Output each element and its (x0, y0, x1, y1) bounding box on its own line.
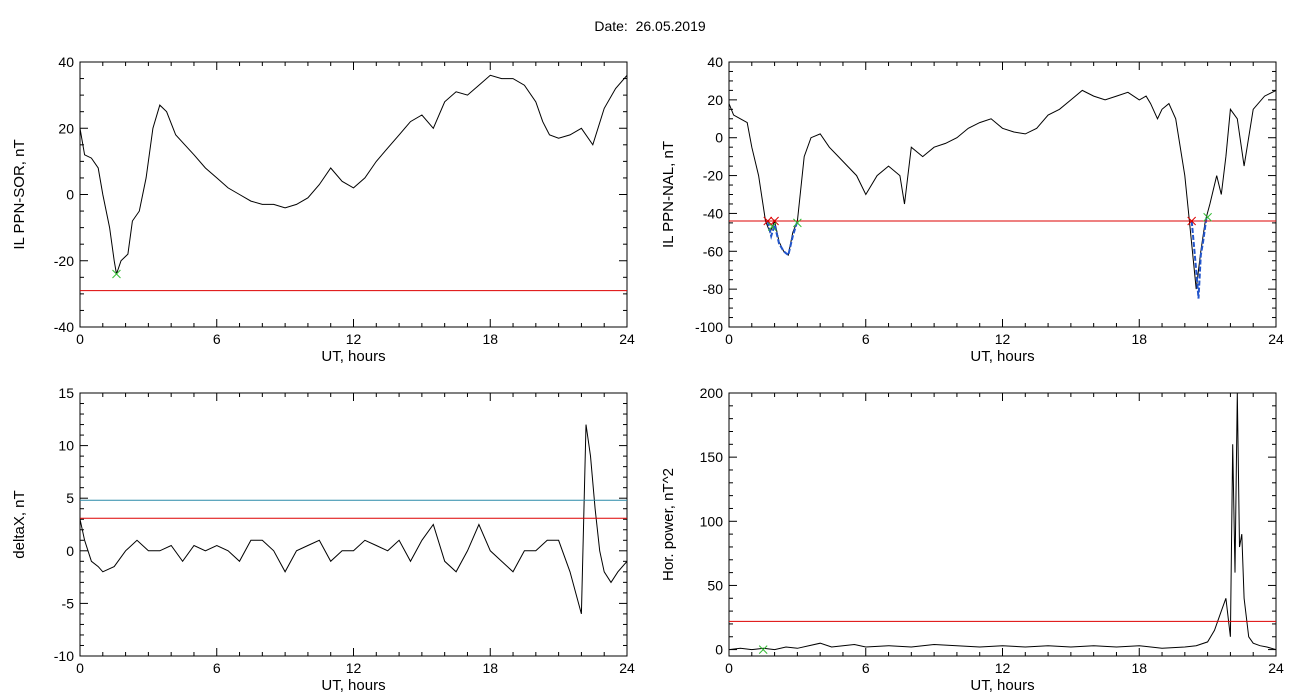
x-tick-label: 24 (1268, 331, 1284, 347)
cross-marker (758, 645, 768, 654)
plot-p4: 0 6 12 18 24 0 50 100 150 200 UT, hours Hor. power,… (660, 385, 1284, 694)
cross-marker (112, 269, 121, 279)
y-tick-label: 0 (66, 187, 74, 203)
x-tick-label: 12 (346, 331, 362, 347)
y-tick-label: 200 (700, 385, 724, 401)
y-tick-label: 100 (700, 513, 724, 529)
series-line (1190, 217, 1208, 299)
cross-marker (763, 216, 773, 226)
y-tick-label: 20 (707, 92, 723, 108)
plot-p1: 0 6 12 18 24 -40 -20 0 20 40 UT, hours IL PPN-SOR, … (11, 54, 635, 365)
y-tick-label: 0 (715, 642, 723, 658)
plot-p2: 0 6 12 18 24 -100 -80 -60 -40 -20 0 20 40 UT, hours IL… (660, 54, 1284, 365)
cross-marker (793, 218, 802, 228)
y-axis-label: Hor. power, nT^2 (660, 468, 677, 581)
y-tick-label: 10 (58, 438, 74, 454)
y-tick-label: -40 (54, 319, 74, 335)
y-tick-label: 40 (58, 54, 74, 70)
x-tick-label: 18 (1131, 331, 1147, 347)
x-axis-label: UT, hours (970, 348, 1034, 365)
x-tick-label: 12 (346, 660, 362, 676)
x-tick-label: 6 (862, 660, 870, 676)
date-label: Date: (594, 18, 628, 34)
x-tick-label: 6 (213, 331, 221, 347)
y-tick-label: -80 (703, 281, 723, 297)
y-tick-label: -40 (703, 205, 723, 221)
chart-date-title: Date: 26.05.2019 (0, 18, 1300, 34)
y-axis-label: deltaX, nT (11, 490, 28, 558)
x-axis-label: UT, hours (321, 677, 385, 694)
x-tick-label: 0 (725, 331, 733, 347)
plot-frame (79, 61, 628, 328)
x-tick-label: 6 (862, 331, 870, 347)
y-tick-label: 5 (66, 490, 74, 506)
series-line (729, 393, 1276, 651)
x-tick-label: 12 (995, 331, 1011, 347)
series-line (729, 89, 1276, 290)
series-line (766, 220, 799, 257)
y-tick-label: 0 (715, 130, 723, 146)
cross-marker (767, 222, 777, 232)
x-tick-label: 6 (213, 660, 221, 676)
y-tick-label: -100 (695, 319, 723, 335)
x-tick-label: 18 (482, 331, 498, 347)
y-tick-label: -5 (62, 595, 75, 611)
y-tick-label: 50 (707, 577, 723, 593)
y-tick-label: -10 (54, 648, 74, 664)
x-tick-label: 0 (76, 660, 84, 676)
plot-frame (728, 392, 1277, 657)
x-axis-label: UT, hours (970, 677, 1034, 694)
x-tick-label: 24 (1268, 660, 1284, 676)
y-axis-label: IL PPN-SOR, nT (11, 139, 28, 249)
x-tick-label: 18 (1131, 660, 1147, 676)
y-tick-label: 0 (66, 543, 74, 559)
cross-marker (1187, 216, 1197, 226)
cross-marker (1203, 212, 1212, 222)
x-tick-label: 24 (619, 331, 635, 347)
y-tick-label: 40 (707, 54, 723, 70)
y-tick-label: 20 (58, 120, 74, 136)
y-tick-label: -20 (54, 253, 74, 269)
x-tick-label: 0 (725, 660, 733, 676)
x-tick-label: 0 (76, 331, 84, 347)
y-tick-label: -60 (703, 243, 723, 259)
x-tick-label: 18 (482, 660, 498, 676)
series-line (80, 74, 627, 275)
y-tick-label: 150 (700, 449, 724, 465)
y-tick-label: -20 (703, 168, 723, 184)
y-axis-label: IL PPN-NAL, nT (660, 141, 677, 248)
x-tick-label: 24 (619, 660, 635, 676)
plot-p3: 0 6 12 18 24 -10 -5 0 5 10 15 UT, hours deltaX, nT (11, 385, 635, 694)
cross-marker (770, 216, 779, 226)
x-tick-label: 12 (995, 660, 1011, 676)
date-value: 26.05.2019 (635, 18, 706, 34)
series-line (80, 424, 627, 615)
plot-frame (728, 61, 1277, 328)
x-axis-label: UT, hours (321, 348, 385, 365)
plot-frame (79, 392, 628, 657)
y-tick-label: 15 (58, 385, 74, 401)
